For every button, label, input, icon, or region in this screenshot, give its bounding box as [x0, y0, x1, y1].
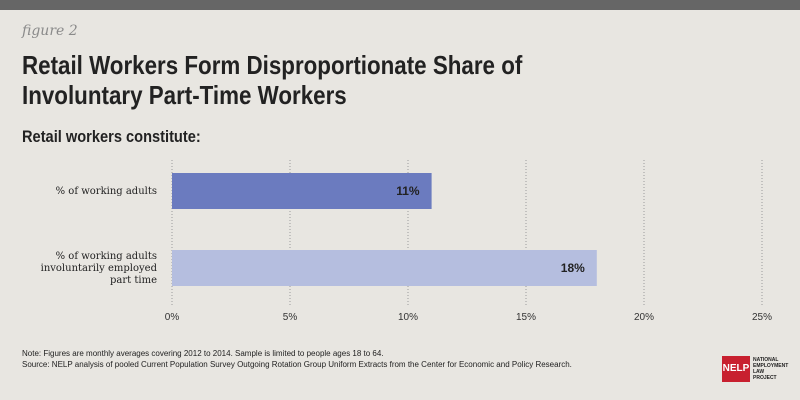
bar-value-label: 11%: [396, 184, 420, 198]
x-tick-label: 10%: [398, 312, 418, 323]
top-bar: [0, 0, 800, 10]
x-tick-label: 15%: [516, 312, 536, 323]
bar-chart: 0% 5% 10% 15% 20% 25% 11% % of working adults 18…: [41, 160, 772, 323]
logo-text-line: EMPLOYMENT: [753, 363, 789, 369]
x-tick-label: 25%: [752, 312, 772, 323]
nelp-logo: NELP NATIONAL EMPLOYMENT LAW PROJECT: [722, 356, 792, 382]
chart-subtitle: Retail workers constitute:: [22, 127, 201, 146]
chart-title-line-2: Involuntary Part-Time Workers: [22, 80, 347, 110]
bar: [172, 250, 597, 286]
chart-title: Retail Workers Form Disproportionate Sha…: [22, 50, 641, 110]
nelp-logo-mark: NELP: [722, 356, 750, 382]
chart-title-line-1: Retail Workers Form Disproportionate Sha…: [22, 50, 523, 80]
bar-value-label: 18%: [561, 261, 585, 275]
x-tick-label: 5%: [283, 312, 298, 323]
logo-text-line: NATIONAL: [753, 357, 779, 363]
nelp-logo-text: NATIONAL EMPLOYMENT LAW PROJECT: [753, 357, 793, 381]
figure-label: figure 2: [22, 23, 78, 39]
bar: [172, 173, 432, 209]
logo-text-line: LAW: [753, 369, 765, 375]
x-tick-label: 20%: [634, 312, 654, 323]
category-label: involuntarily employed: [41, 263, 158, 274]
source-text: Source: NELP analysis of pooled Current …: [22, 360, 572, 369]
x-tick-label: 0%: [165, 312, 180, 323]
logo-text-line: PROJECT: [753, 375, 777, 381]
category-label: part time: [110, 275, 157, 286]
category-label: % of working adults: [56, 186, 157, 197]
category-label: % of working adults: [56, 251, 157, 262]
note-text: Note: Figures are monthly averages cover…: [22, 349, 384, 358]
